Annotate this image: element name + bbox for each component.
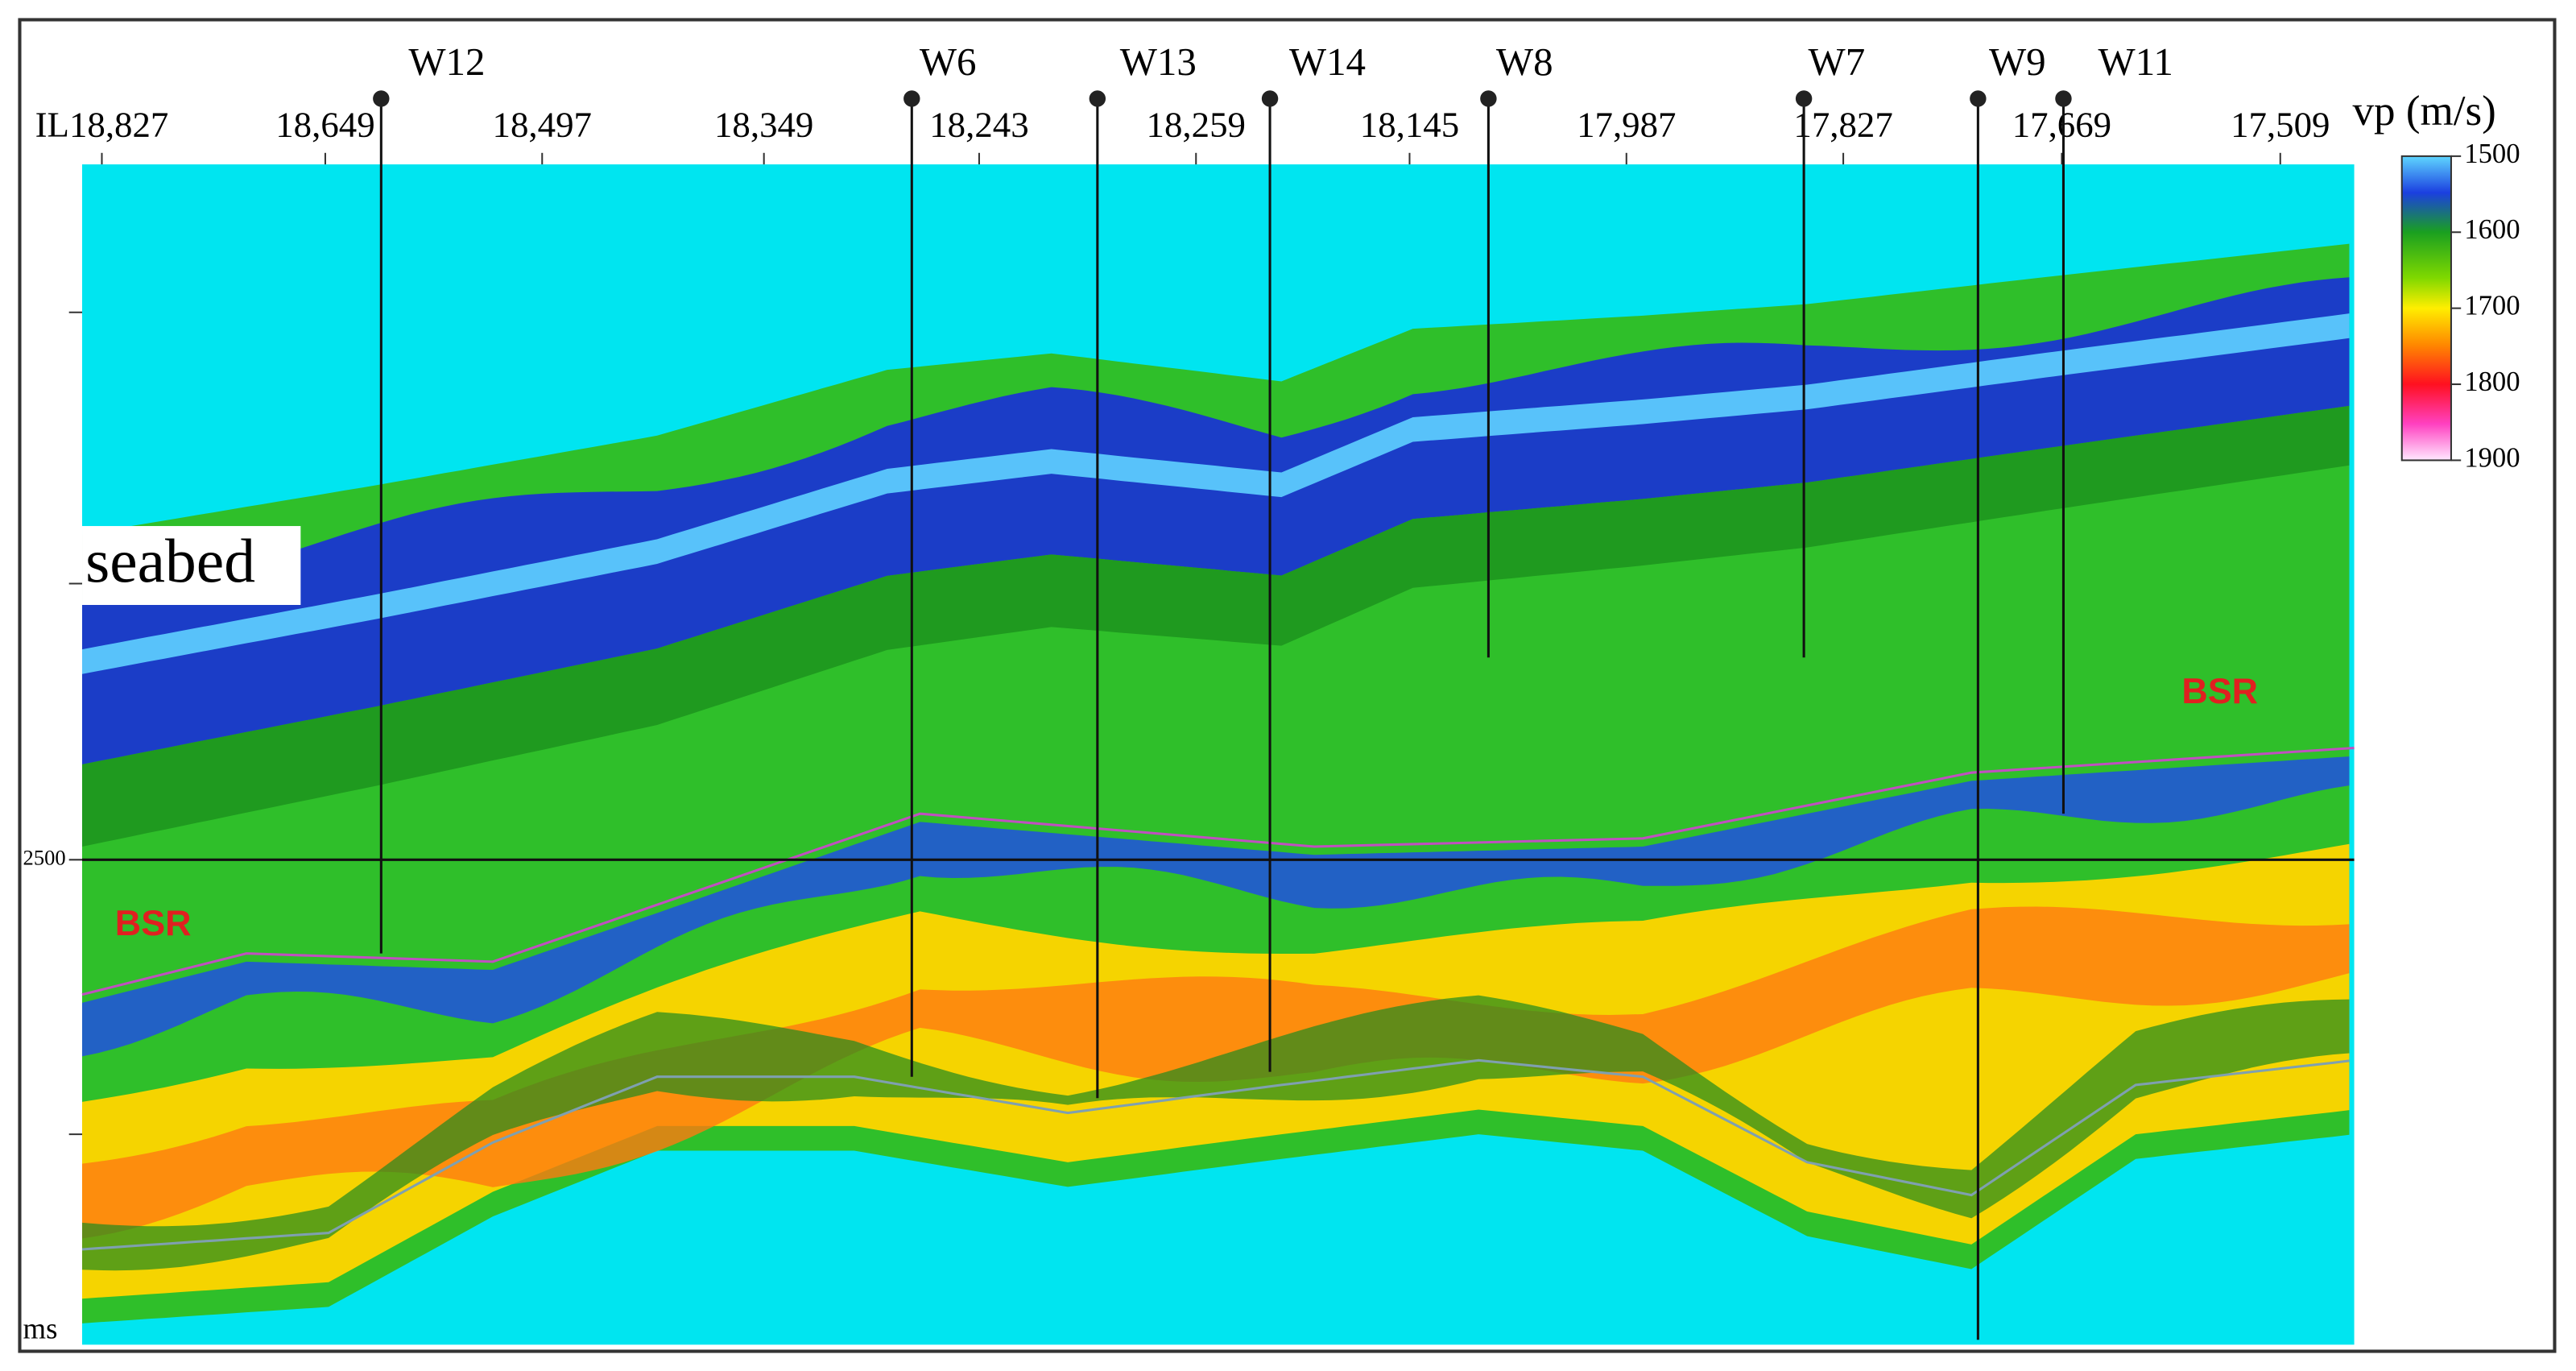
well-head [1970,90,1987,107]
bsr-label: BSR [2181,670,2258,711]
well-label: W12 [408,39,485,84]
well-label: W13 [1120,39,1197,84]
velocity-band [82,756,2350,1057]
inline-label: IL18,827 [35,104,169,144]
velocity-band [82,405,2350,847]
inline-label: 18,145 [1360,104,1459,144]
seabed-box [82,526,301,606]
velocity-section [81,243,2355,1323]
well-head [1480,90,1497,107]
well-head [1795,90,1813,107]
colorbar-tick-label: 1800 [2464,366,2520,397]
bsr-label: BSR [115,902,192,943]
time-ticks [68,311,83,1136]
inline-label: 17,987 [1577,104,1676,144]
colorbar-title: vp (m/s) [2353,88,2496,135]
inline-label: 18,349 [714,104,813,144]
inline-label: 17,669 [2012,104,2111,144]
inline-label: 17,509 [2231,104,2330,144]
bsr-line [81,747,2355,996]
inline-label: 17,827 [1793,104,1892,144]
colorbar-tick-label: 1600 [2464,213,2520,245]
well-head [903,90,920,107]
seabed-label: seabed [85,526,255,595]
velocity-band [82,995,2350,1271]
well-label: W6 [920,39,977,84]
well-head [1089,90,1106,107]
well-label: W9 [1989,39,2046,84]
inline-label: 18,497 [493,104,592,144]
colorbar-tick-label: 1500 [2464,138,2520,169]
well-label: W8 [1496,39,1553,84]
inline-label: 18,649 [275,104,374,144]
well-head [2055,90,2072,107]
colorbar [2400,155,2452,462]
time-unit: ms [23,1311,58,1344]
inline-label: 18,243 [929,104,1028,144]
well-label: W11 [2098,39,2173,84]
well-label: W7 [1809,39,1866,84]
well-label: W14 [1289,39,1366,84]
colorbar-tick-label: 1700 [2464,290,2520,321]
time-tick-label: 2500 [23,845,66,869]
velocity-band [82,313,2350,674]
well-head [1261,90,1279,107]
colorbar-tick-label: 1900 [2464,441,2520,473]
inline-label: 18,259 [1147,104,1246,144]
well-head [373,90,390,107]
deep-horizon [81,1058,2350,1251]
